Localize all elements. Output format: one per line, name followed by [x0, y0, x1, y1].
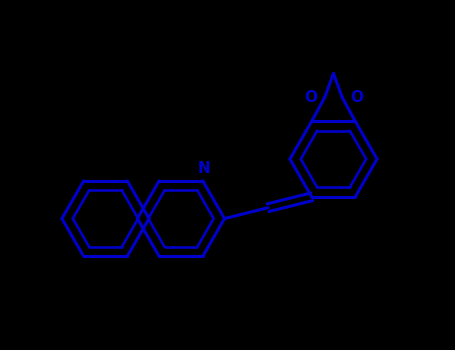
Text: O: O	[304, 90, 317, 105]
Text: O: O	[350, 90, 363, 105]
Text: N: N	[197, 161, 210, 176]
